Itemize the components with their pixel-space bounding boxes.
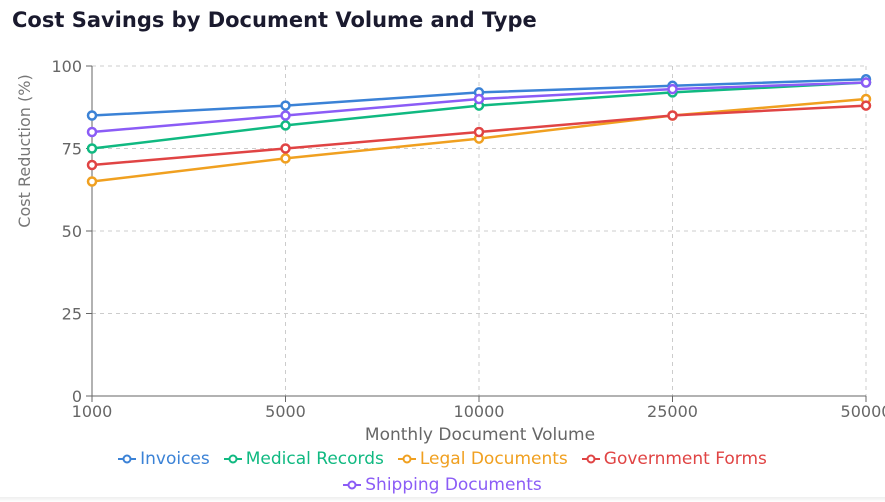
legend-marker-icon (223, 454, 242, 464)
x-axis-label: Monthly Document Volume (365, 425, 595, 445)
data-point (86, 126, 98, 138)
y-tick-label: 0 (72, 387, 82, 406)
data-point (280, 120, 291, 131)
legend-row-1: Invoices Medical Records Legal Documents Go… (0, 448, 885, 470)
divider (0, 497, 885, 502)
legend-label: Legal Documents (419, 449, 568, 469)
legend-marker-icon (581, 454, 600, 464)
data-point (667, 110, 678, 121)
x-tick-label: 25000 (647, 402, 698, 421)
data-point (86, 176, 98, 187)
data-point (86, 143, 98, 154)
data-point (860, 100, 872, 111)
x-tick-label: 1000 (72, 402, 113, 421)
y-tick-label: 75 (62, 140, 82, 159)
legend-row-2: Shipping Documents (0, 474, 885, 496)
chart-title: Cost Savings by Document Volume and Type (12, 8, 537, 32)
y-tick-label: 25 (62, 305, 82, 324)
x-tick-label: 10000 (454, 402, 505, 421)
data-point (473, 93, 485, 105)
data-point (86, 110, 98, 121)
data-point (473, 126, 485, 138)
data-point (280, 100, 291, 111)
legend-item[interactable]: Shipping Documents (343, 474, 542, 496)
legend-label: Government Forms (603, 449, 767, 469)
data-point (280, 143, 291, 154)
legend-label: Medical Records (245, 449, 384, 469)
y-axis-label: Cost Reduction (%) (15, 74, 34, 227)
legend-label: Shipping Documents (365, 475, 542, 495)
data-point (280, 110, 291, 121)
data-point (280, 153, 291, 164)
data-point (86, 159, 98, 171)
legend-marker-icon (118, 454, 137, 464)
legend-item[interactable]: Government Forms (581, 448, 767, 470)
legend-label: Invoices (140, 449, 210, 469)
data-point (667, 83, 678, 95)
y-tick-label: 50 (62, 222, 82, 241)
legend-marker-icon (397, 454, 416, 464)
legend-item[interactable]: Medical Records (223, 448, 384, 470)
legend-item[interactable]: Invoices (118, 448, 210, 470)
legend-marker-icon (343, 480, 362, 490)
y-tick-label: 100 (51, 57, 82, 76)
legend-item[interactable]: Legal Documents (397, 448, 568, 470)
data-point (860, 77, 872, 88)
x-tick-label: 5000 (265, 402, 306, 421)
